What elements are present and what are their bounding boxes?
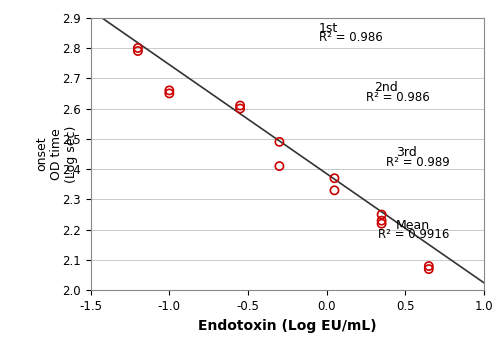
X-axis label: Endotoxin (Log EU/mL): Endotoxin (Log EU/mL) (198, 319, 376, 332)
Point (425, 263, 433, 269)
Text: 1st: 1st (319, 22, 338, 35)
Text: R² = 0.986: R² = 0.986 (319, 31, 383, 44)
Point (236, 106, 244, 112)
Text: Mean: Mean (396, 219, 430, 232)
Point (331, 175, 339, 181)
Point (165, 87, 173, 93)
Point (275, 163, 283, 169)
Point (425, 266, 433, 272)
Point (134, 48, 142, 54)
Text: 2nd: 2nd (374, 81, 398, 94)
Point (377, 218, 386, 223)
Point (165, 91, 173, 96)
Point (134, 45, 142, 51)
Y-axis label: onset
OD time
(Log sec): onset OD time (Log sec) (35, 125, 78, 183)
Text: R² = 0.986: R² = 0.986 (366, 91, 429, 104)
Point (377, 212, 386, 217)
Point (377, 221, 386, 227)
Point (275, 139, 283, 145)
Text: R² = 0.9916: R² = 0.9916 (379, 228, 450, 241)
Text: 3rd: 3rd (396, 146, 416, 159)
Text: R² = 0.989: R² = 0.989 (387, 156, 450, 169)
Point (236, 103, 244, 108)
Point (331, 188, 339, 193)
